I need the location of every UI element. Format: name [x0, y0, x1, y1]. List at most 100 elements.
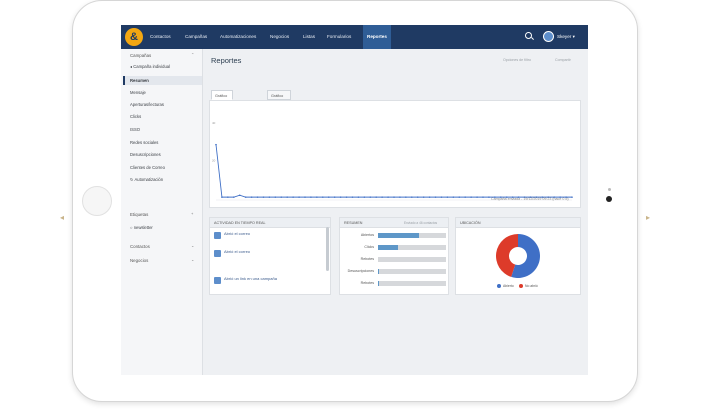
data-point[interactable] — [399, 196, 401, 198]
data-point[interactable] — [274, 196, 277, 198]
nav-lists[interactable]: Listas — [303, 34, 316, 39]
sidebar-item-unsubscribes[interactable]: Desuscripciones — [130, 152, 161, 157]
sidebar-item-email-clients[interactable]: Clientes de Correo — [130, 165, 165, 170]
data-point[interactable] — [494, 196, 496, 198]
nav-contacts[interactable]: Contactos — [150, 34, 171, 39]
data-point[interactable] — [256, 196, 259, 198]
data-point[interactable] — [345, 196, 348, 198]
sidebar-item-message[interactable]: Mensaje — [130, 90, 146, 95]
nav-reports[interactable]: Reportes — [363, 25, 391, 49]
activity-item-title[interactable]: Abrió el correo — [224, 231, 251, 236]
sidebar-item-automation[interactable]: ↻ Automatización — [130, 177, 164, 182]
activity-item-title[interactable]: Abrió un link en una campaña — [224, 276, 277, 281]
data-point[interactable] — [310, 196, 312, 198]
sidebar-item-opens[interactable]: Aperturas/lecturas — [130, 102, 164, 107]
data-point[interactable] — [357, 196, 360, 198]
chevron-up-icon[interactable]: ⌃ — [191, 52, 195, 57]
data-point[interactable] — [523, 196, 526, 198]
data-point[interactable] — [476, 196, 478, 198]
data-point[interactable] — [505, 196, 508, 198]
data-point[interactable] — [238, 194, 241, 197]
data-point[interactable] — [411, 196, 413, 198]
data-point[interactable] — [529, 196, 532, 198]
data-point[interactable] — [452, 196, 455, 198]
chevron-down-icon[interactable]: ⌄ — [191, 243, 195, 248]
tab-opens-by-hour[interactable]: Gráfico de aperturas por hora — [267, 90, 292, 128]
data-point[interactable] — [405, 196, 407, 198]
data-point[interactable] — [416, 196, 419, 198]
sidebar-section-tags[interactable]: Etiquetas — [130, 212, 149, 217]
data-point[interactable] — [327, 196, 330, 198]
sidebar-item-summary[interactable]: Resumen — [130, 78, 149, 83]
data-point[interactable] — [381, 196, 383, 198]
data-point[interactable] — [434, 196, 437, 198]
data-point[interactable] — [244, 196, 247, 198]
data-point[interactable] — [333, 196, 336, 198]
data-point[interactable] — [375, 196, 377, 198]
nav-forms[interactable]: Formularios — [327, 34, 352, 39]
data-point[interactable] — [565, 196, 567, 198]
data-point[interactable] — [292, 196, 294, 198]
sidebar-item-individual[interactable]: ◂ Campaña individual — [130, 64, 171, 69]
carousel-next-icon[interactable]: ▸ — [646, 213, 651, 222]
data-point[interactable] — [458, 196, 461, 198]
carousel-prev-icon[interactable]: ◂ — [60, 213, 65, 222]
sidebar-section-contacts[interactable]: Contactos — [130, 244, 150, 249]
sidebar-section-campaigns[interactable]: Campañas — [130, 53, 152, 58]
data-point[interactable] — [571, 196, 573, 198]
data-point[interactable] — [470, 196, 472, 198]
data-point[interactable] — [553, 196, 555, 198]
avatar[interactable] — [543, 31, 554, 42]
sidebar-section-deals[interactable]: Negocios — [130, 258, 149, 263]
data-point[interactable] — [517, 196, 520, 198]
data-point[interactable] — [488, 196, 490, 198]
data-point[interactable] — [464, 196, 466, 198]
activity-scrollbar[interactable] — [326, 227, 329, 271]
tab-opens-clicks[interactable]: Gráfico de apertura (clicks) — [211, 90, 234, 128]
brand-logo[interactable]: & — [125, 28, 143, 46]
data-point[interactable] — [559, 196, 561, 198]
data-point[interactable] — [387, 196, 389, 198]
data-point[interactable] — [250, 196, 253, 198]
data-point[interactable] — [298, 196, 300, 198]
data-point[interactable] — [351, 196, 354, 198]
plus-icon[interactable]: + — [191, 211, 194, 216]
search-icon[interactable] — [525, 32, 532, 39]
sidebar-item-clicks[interactable]: Clicks — [130, 114, 142, 119]
pie-slice[interactable] — [496, 234, 518, 277]
data-point[interactable] — [422, 196, 425, 198]
nav-automations[interactable]: Automatizaciones — [220, 34, 257, 39]
data-point[interactable] — [393, 196, 395, 198]
data-point[interactable] — [482, 196, 484, 198]
data-point[interactable] — [547, 196, 550, 198]
nav-campaigns[interactable]: Campañas — [185, 34, 208, 39]
summary-sent-link[interactable]: Enviado a 46 contactos — [404, 221, 438, 225]
sidebar-item-social[interactable]: Redes sociales — [130, 140, 159, 145]
share-button[interactable]: Compartir — [555, 58, 571, 62]
data-point[interactable] — [369, 196, 372, 198]
data-point[interactable] — [233, 196, 235, 198]
data-point[interactable] — [363, 196, 366, 198]
data-point[interactable] — [221, 196, 223, 198]
data-point[interactable] — [339, 196, 342, 198]
data-point[interactable] — [227, 196, 229, 198]
data-point[interactable] — [500, 196, 502, 198]
data-point[interactable] — [286, 196, 288, 198]
activity-item-title[interactable]: Abrió el correo — [224, 249, 251, 254]
data-point[interactable] — [428, 196, 431, 198]
nav-deals[interactable]: Negocios — [270, 34, 290, 39]
data-point[interactable] — [446, 196, 449, 198]
data-point[interactable] — [262, 196, 265, 198]
chevron-down-icon[interactable]: ⌄ — [191, 257, 195, 262]
pie-slice[interactable] — [511, 234, 540, 278]
sidebar-tag-item[interactable]: ○ newsletter — [130, 225, 153, 230]
data-point[interactable] — [268, 196, 271, 198]
filter-options-button[interactable]: Opciones de filtro — [503, 58, 531, 62]
data-point[interactable] — [215, 143, 217, 146]
sidebar-item-isso[interactable]: ISSO — [130, 127, 141, 132]
data-point[interactable] — [511, 196, 514, 198]
data-point[interactable] — [280, 196, 283, 198]
data-point[interactable] — [316, 196, 318, 198]
user-menu[interactable]: Skeyer ▾ — [557, 34, 575, 39]
data-point[interactable] — [541, 196, 544, 198]
